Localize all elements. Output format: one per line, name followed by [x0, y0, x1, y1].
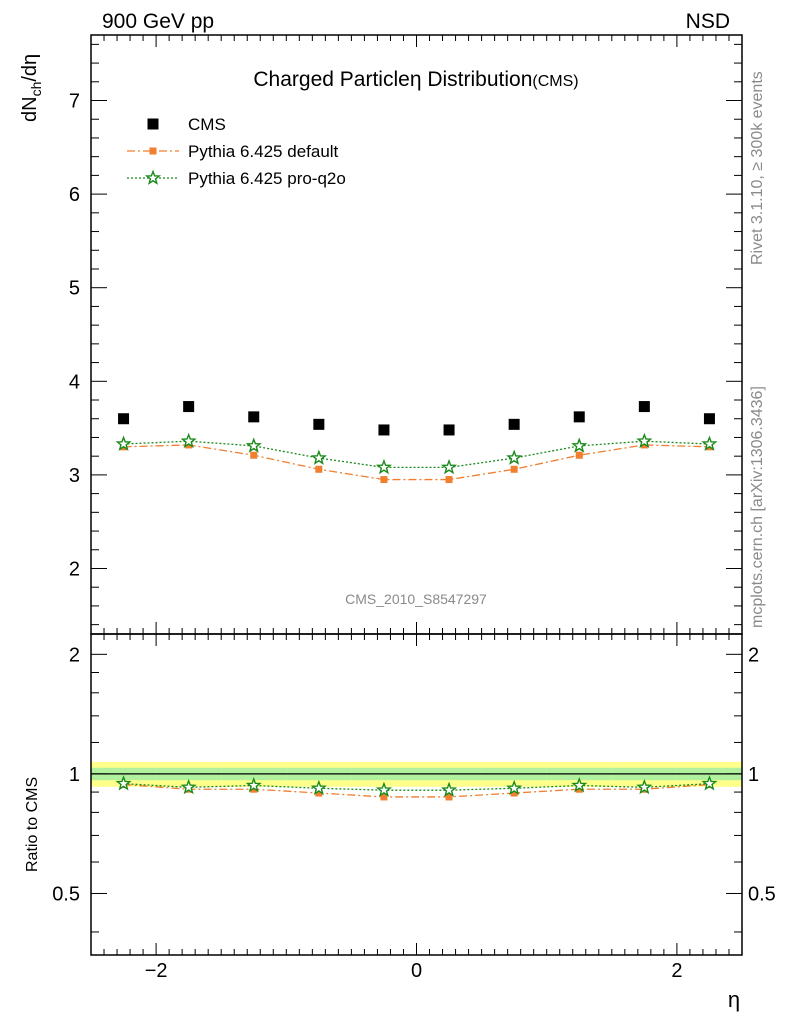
- series-line-main: [123, 440, 710, 469]
- pythia-proq2o-ratio-point: [180, 778, 197, 795]
- pythia-default-point: [315, 465, 323, 473]
- pythia-default-point: [250, 451, 258, 459]
- ratio-y-tick-label-right: 1: [748, 764, 759, 786]
- chart-title-rest: Distribution: [422, 68, 533, 91]
- pythia-default-ratio-point: [315, 789, 323, 797]
- cms-data-point: [248, 411, 260, 423]
- chart-title-symbol: η: [410, 68, 422, 91]
- chart-title-main: Charged Particle: [253, 68, 409, 91]
- pythia-proq2o-ratio-point: [636, 778, 653, 795]
- pythia-proq2o-point: [180, 432, 197, 449]
- pythia-proq2o-point: [245, 437, 262, 453]
- analysis-id-label: CMS_2010_S8547297: [345, 591, 487, 607]
- y-tick-label: 2: [69, 558, 80, 580]
- series-lines: [123, 440, 710, 798]
- pythia-proq2o-ratio-point: [245, 776, 262, 793]
- header-left-label: 900 GeV pp: [102, 10, 214, 33]
- pythia-default-point: [380, 476, 388, 484]
- y-tick-label: 7: [69, 91, 80, 113]
- legend: CMS Pythia 6.425 default Pythia 6.425 pro-…: [127, 115, 346, 188]
- pythia-default-ratio-point: [445, 793, 453, 801]
- ratio-y-axis-label: Ratio to CMS: [24, 777, 41, 872]
- axis-ticks: [91, 35, 742, 955]
- legend-marker-cms: [147, 118, 159, 130]
- pythia-proq2o-ratio-point: [115, 775, 132, 791]
- pythia-proq2o-ratio-point: [571, 776, 588, 793]
- y-tick-label: 3: [69, 465, 80, 487]
- legend-marker-pythia-proq2o: [144, 169, 162, 185]
- x-axis-label: η: [728, 987, 740, 1012]
- y-tick-label: 4: [69, 371, 80, 393]
- ratio-y-tick-label: 0.5: [52, 883, 80, 905]
- ratio-y-tick-label-right: 2: [748, 644, 759, 666]
- x-tick-label: 0: [411, 960, 422, 982]
- pythia-proq2o-point: [506, 449, 523, 465]
- cms-data-point: [183, 401, 195, 413]
- pythia-proq2o-point: [310, 449, 327, 465]
- cms-data-point: [443, 424, 455, 436]
- y-axis-label: dNch/dη: [19, 54, 44, 122]
- ratio-plot-frame: [90, 633, 743, 956]
- mcplots-side-label: mcplots.cern.ch [arXiv:1306.3436]: [749, 386, 766, 628]
- legend-marker-pythia-default: [149, 147, 157, 155]
- axis-tick-labels: −2 0 2 2 3 4 5 6 7 0.5 0.5 1 1 2 2: [52, 91, 776, 982]
- y-tick-label: 5: [69, 278, 80, 300]
- y-tick-label: 6: [69, 184, 80, 206]
- cms-data-point: [118, 413, 130, 425]
- legend-label: Pythia 6.425 pro-q2o: [188, 169, 346, 188]
- cms-data-point: [313, 418, 325, 430]
- series-line-ratio: [123, 783, 710, 791]
- pythia-default-point: [510, 465, 518, 473]
- cms-data-point: [638, 401, 650, 413]
- pythia-proq2o-point: [440, 458, 458, 475]
- pythia-proq2o-point: [115, 435, 132, 451]
- legend-label: CMS: [188, 115, 226, 134]
- ratio-y-tick-label-right: 0.5: [748, 883, 776, 905]
- series-line-ratio: [123, 783, 710, 798]
- pythia-proq2o-ratio-point: [506, 779, 523, 796]
- pythia-proq2o-ratio-point: [375, 781, 393, 798]
- legend-label: Pythia 6.425 default: [188, 142, 339, 161]
- y-axis-label-sub: ch: [28, 82, 44, 97]
- pythia-proq2o-point: [636, 432, 653, 449]
- cms-data-point: [573, 411, 585, 423]
- rivet-side-label: Rivet 3.1.10, ≥ 300k events: [749, 71, 766, 265]
- header-right-label: NSD: [686, 10, 730, 33]
- pythia-proq2o-ratio-point: [440, 781, 458, 798]
- pythia-default-point: [575, 451, 583, 459]
- y-axis-label-main: dN: [19, 96, 41, 122]
- pythia-proq2o-point: [571, 437, 588, 453]
- pythia-default-point: [640, 441, 648, 449]
- pythia-default-point: [185, 441, 193, 449]
- chart-title: Charged Particleη Distribution(CMS): [253, 68, 578, 91]
- pythia-default-point: [445, 476, 453, 484]
- series-markers: [115, 401, 718, 801]
- series-line-main: [123, 444, 710, 481]
- chart-title-sub: (CMS): [532, 73, 578, 90]
- pythia-proq2o-point: [375, 458, 393, 475]
- pythia-proq2o-ratio-point: [310, 779, 327, 796]
- pythia-default-ratio-point: [510, 789, 518, 797]
- cms-data-point: [703, 413, 715, 425]
- pythia-proq2o-point: [701, 435, 718, 451]
- ratio-y-tick-label: 1: [69, 764, 80, 786]
- x-tick-label: −2: [145, 960, 168, 982]
- cms-data-point: [508, 418, 520, 430]
- pythia-default-ratio-point: [380, 793, 388, 801]
- cms-data-point: [378, 424, 390, 436]
- pythia-proq2o-ratio-point: [701, 775, 718, 791]
- pythia-default-ratio-point: [575, 785, 583, 793]
- pythia-default-ratio-point: [250, 785, 258, 793]
- x-tick-label: 2: [671, 960, 682, 982]
- ratio-y-tick-label: 2: [69, 644, 80, 666]
- y-axis-label-rest: /dη: [19, 54, 41, 82]
